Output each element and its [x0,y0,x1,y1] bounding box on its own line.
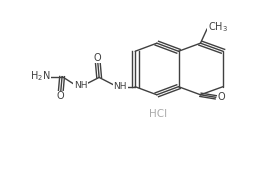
Text: H$_2$N: H$_2$N [30,70,51,83]
Text: O: O [218,92,226,102]
Text: O: O [57,91,65,101]
Text: HCl: HCl [149,109,167,119]
Text: NH: NH [114,82,127,91]
Text: CH$_3$: CH$_3$ [208,21,228,34]
Text: NH: NH [74,81,87,90]
Text: O: O [94,53,102,63]
